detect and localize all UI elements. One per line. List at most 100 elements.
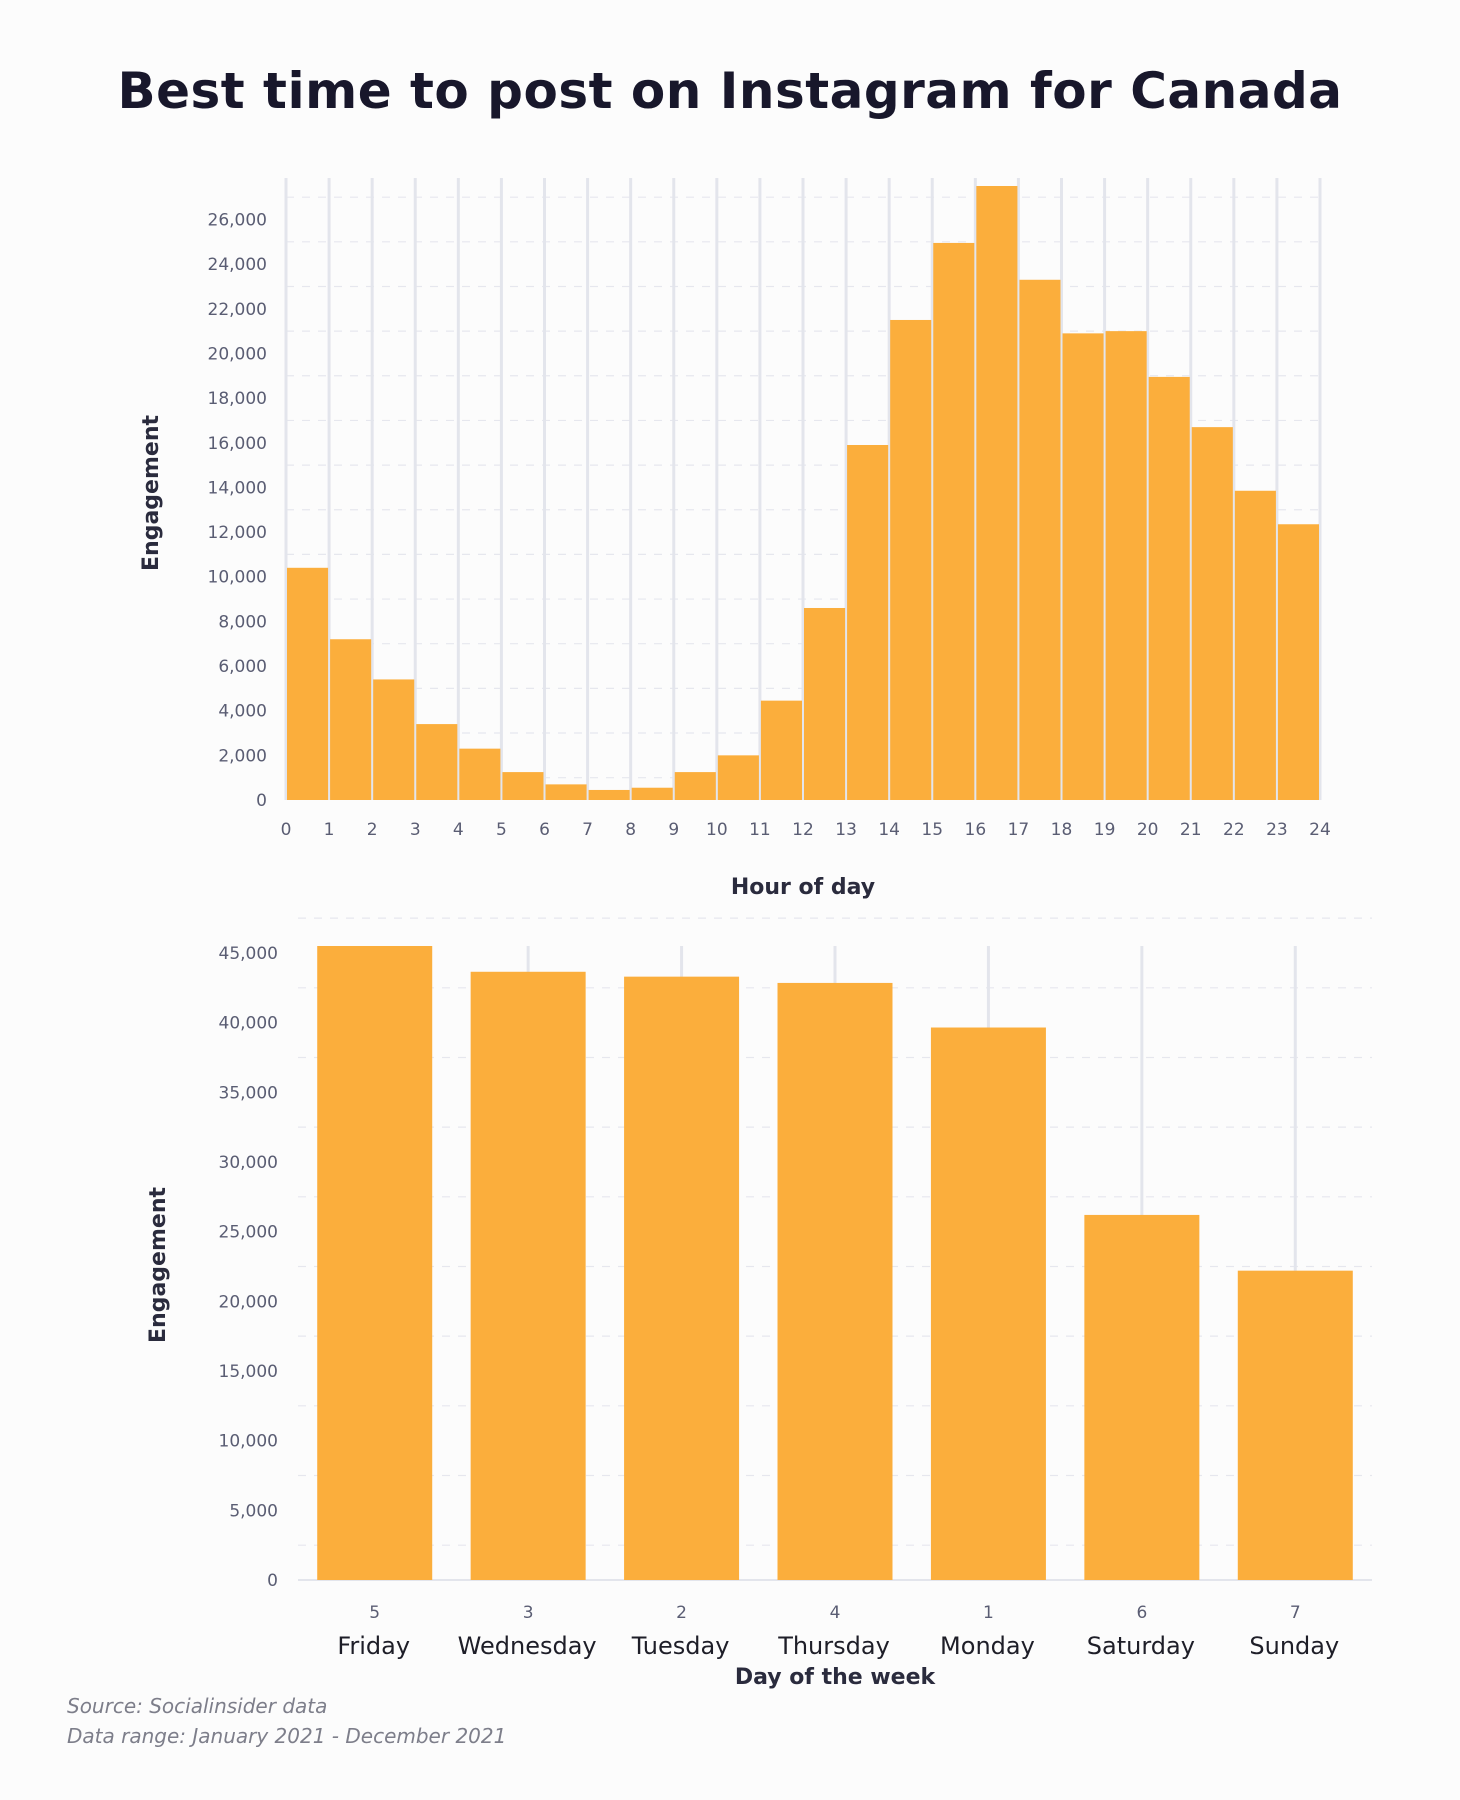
x-axis-label: Hour of day [731,875,875,900]
x-tick-label: 1 [983,1603,994,1623]
x-tick-label: 18 [1051,820,1073,840]
x-tick-label: 3 [410,820,421,840]
page-title: Best time to post on Instagram for Canad… [117,62,1343,120]
day-of-week-chart: 0 5,000 10,000 15,000 20,000 25,000 30,000 35,0… [146,917,1372,1690]
x-tick-label: 5 [496,820,507,840]
y-tick-label: 40,000 [219,1014,278,1034]
y-tick-label: 16,000 [208,434,267,454]
y-tick-label: 20,000 [208,344,267,364]
day-bar [1237,1270,1353,1580]
hour-bar [1234,490,1276,800]
hour-bar [502,772,544,800]
x-tick-label: 20 [1137,820,1159,840]
source-note: Source: Socialinsider data [67,1694,328,1718]
hour-bar [1277,524,1319,800]
y-tick-label: 5,000 [229,1501,278,1521]
day-name-label: Friday [337,1632,410,1660]
hour-bar [287,567,329,800]
x-tick-label: 7 [582,820,593,840]
hour-bar [330,639,372,800]
x-tick-label: 4 [830,1603,841,1623]
y-tick-label: 30,000 [219,1153,278,1173]
x-tick-label: 3 [523,1603,534,1623]
x-axis-label: Day of the week [735,1665,937,1690]
x-tick-label: 17 [1008,820,1030,840]
day-name-label: Sunday [1249,1632,1339,1660]
hour-bar [804,607,846,800]
y-tick-label: 15,000 [219,1362,278,1382]
hour-bar [847,444,889,800]
y-tick-label: 20,000 [219,1292,278,1312]
x-tick-label: 10 [706,820,728,840]
y-tick-label: 22,000 [208,300,267,320]
x-tick-label: 6 [1136,1603,1147,1623]
day-name-label: Wednesday [458,1632,597,1660]
y-axis-label: Engagement [139,415,164,571]
x-tick-label: 13 [835,820,857,840]
hour-bar [631,787,673,800]
day-bar [624,976,740,1580]
x-tick-label: 14 [878,820,900,840]
day-name-label: Saturday [1087,1632,1195,1660]
x-tick-label: 9 [668,820,679,840]
y-tick-label: 2,000 [218,746,267,766]
hour-bar [1019,279,1061,800]
y-tick-label: 12,000 [208,523,267,543]
day-bar [930,1027,1046,1580]
hour-bar [674,772,716,800]
hour-bar [416,724,458,800]
hour-bar [1062,333,1104,800]
x-tick-label: 8 [625,820,636,840]
y-tick-label: 0 [256,791,267,811]
hour-bar [976,186,1018,800]
x-tick-label: 4 [453,820,464,840]
y-tick-label: 0 [267,1571,278,1591]
hour-bar [373,679,415,800]
hour-bar [760,700,802,800]
x-tick-label: 0 [281,820,292,840]
x-tick-label: 2 [676,1603,687,1623]
x-tick-label: 21 [1180,820,1202,840]
y-tick-label: 4,000 [218,702,267,722]
hour-bar [890,319,932,800]
day-bar [1084,1214,1200,1580]
x-tick-label: 5 [369,1603,380,1623]
hour-bar [1191,427,1233,800]
y-tick-label: 35,000 [219,1083,278,1103]
y-tick-label: 26,000 [208,210,267,230]
x-tick-label: 11 [749,820,771,840]
y-axis-label: Engagement [146,1187,171,1343]
y-tick-label: 10,000 [208,568,267,588]
y-tick-label: 6,000 [218,657,267,677]
day-name-label: Thursday [777,1632,890,1660]
y-tick-label: 45,000 [219,944,278,964]
day-bar [470,971,586,1580]
x-tick-label: 23 [1266,820,1288,840]
hour-bar [717,755,759,800]
y-tick-label: 24,000 [208,255,267,275]
hour-of-day-chart: 0 2,000 4,000 6,000 8,000 10,000 12,000 14,000 1… [139,178,1331,900]
hour-bar [459,748,501,800]
y-tick-label: 18,000 [208,389,267,409]
x-tick-label: 2 [367,820,378,840]
x-tick-label: 16 [965,820,987,840]
day-name-label: Monday [940,1632,1035,1660]
x-tick-label: 12 [792,820,814,840]
hour-bar [545,784,587,800]
day-bar [317,946,433,1580]
x-tick-label: 22 [1223,820,1245,840]
x-tick-label: 7 [1290,1603,1301,1623]
y-tick-label: 25,000 [219,1223,278,1243]
day-bar [777,982,893,1580]
x-tick-label: 15 [921,820,943,840]
day-name-label: Tuesday [631,1632,730,1660]
x-tick-label: 6 [539,820,550,840]
x-tick-label: 24 [1309,820,1331,840]
x-tick-label: 19 [1094,820,1116,840]
data-range-note: Data range: January 2021 - December 2021 [67,1724,507,1748]
y-tick-label: 10,000 [219,1432,278,1452]
hour-bar [933,242,975,800]
y-tick-label: 14,000 [208,478,267,498]
hour-bar [1105,331,1147,800]
